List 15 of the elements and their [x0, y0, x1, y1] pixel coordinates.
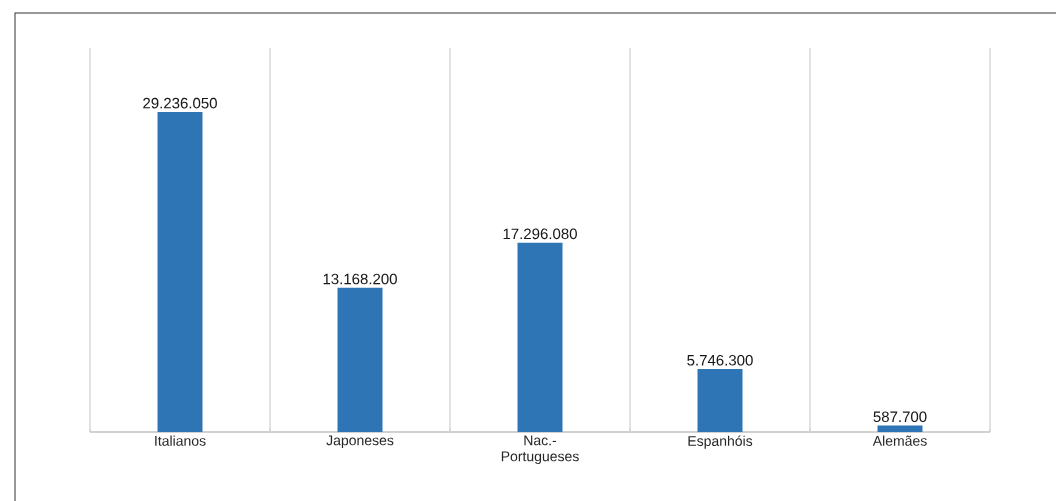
bar — [157, 112, 203, 432]
x-tick-label: Italianos — [155, 435, 206, 446]
x-tick-label: Espanhóis — [688, 435, 753, 449]
x-tick-label: Nac.- Portugueses — [501, 435, 579, 465]
data-label: 5.746.300 — [687, 354, 753, 366]
bar — [697, 369, 743, 432]
x-tick-label: Alemães — [872, 435, 927, 446]
x-tick-label: Japoneses — [326, 435, 394, 449]
bar — [337, 287, 383, 432]
data-label: 587.700 — [873, 411, 927, 423]
bar — [517, 242, 563, 432]
data-label: 13.168.200 — [323, 273, 397, 285]
data-label: 17.296.080 — [503, 228, 577, 240]
data-label: 29.236.050 — [143, 97, 217, 109]
bar — [877, 425, 923, 432]
